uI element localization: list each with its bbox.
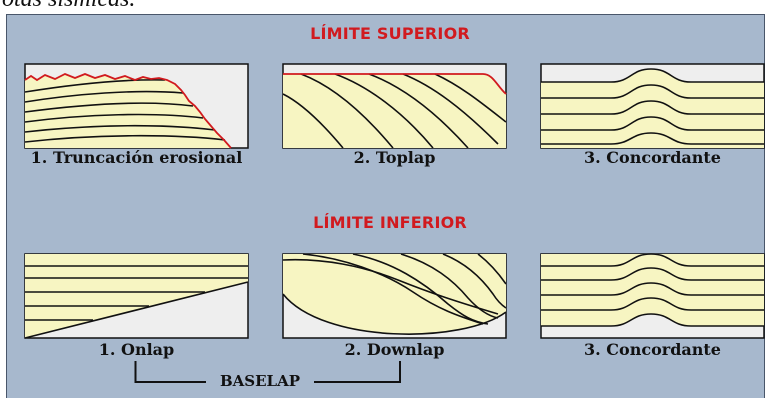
label-erosional-truncation: 1. Truncación erosional [30,148,243,167]
toplap-surface-line [283,73,507,95]
upper-concordant-diagram [540,63,765,149]
onlap-diagram [24,253,249,339]
lower-concordant-diagram [540,253,765,339]
label-lower-concordant: 3. Concordante [584,340,721,359]
baselap-bracket [134,361,401,383]
label-downlap: 2. Downlap [344,340,445,359]
erosional-truncation-diagram [24,63,249,149]
erosional-surface-line [24,73,232,149]
toplap-diagram [282,63,507,149]
upper-boundary-title: LÍMITE SUPERIOR [310,24,470,43]
lower-boundary-title: LÍMITE INFERIOR [313,213,467,232]
top-caption: otas sísmicas. [2,0,135,11]
label-onlap: 1. Onlap [98,340,175,359]
downlap-diagram [282,253,507,339]
label-toplap: 2. Toplap [353,148,436,167]
label-upper-concordant: 3. Concordante [584,148,721,167]
baselap-label: BASELAP [219,372,301,390]
